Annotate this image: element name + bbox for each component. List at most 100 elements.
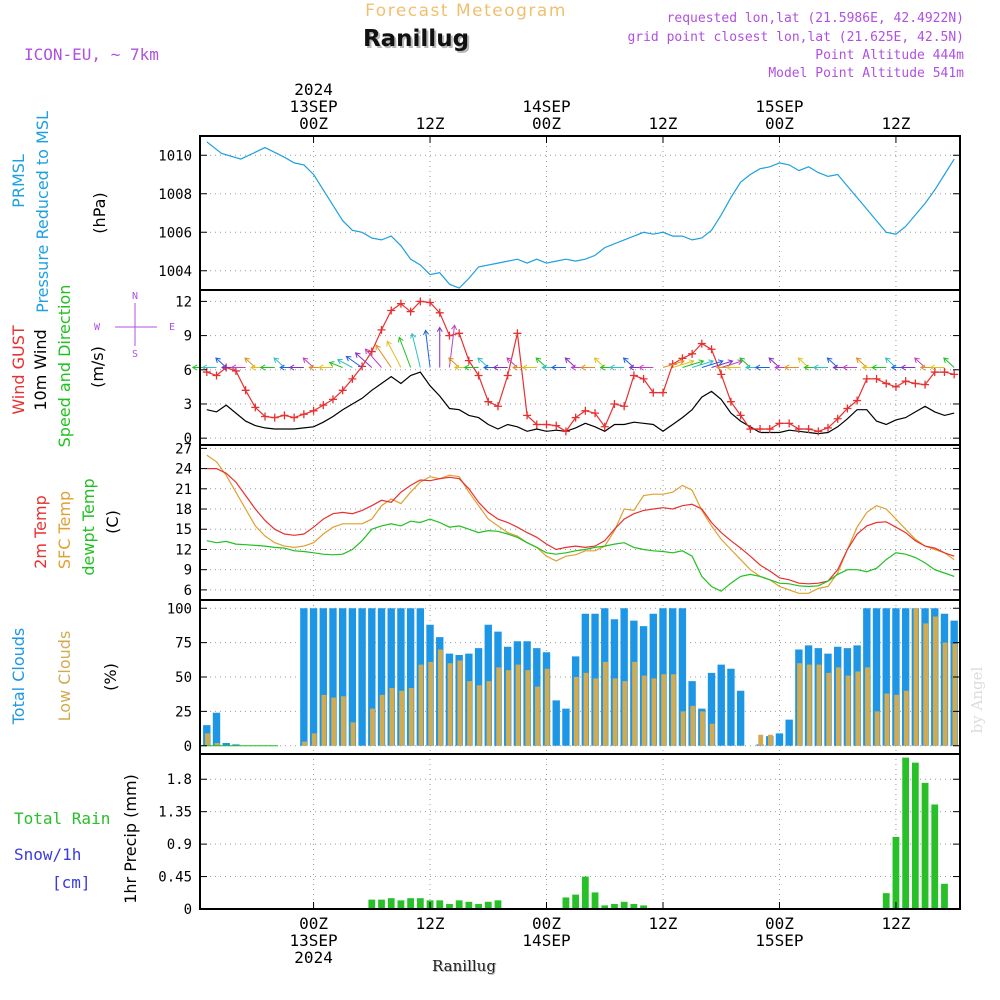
low-cloud-bar: [389, 688, 395, 746]
gust-marker: [552, 421, 561, 430]
top-time-label: 14SEP: [522, 97, 570, 116]
gust-marker: [649, 388, 658, 397]
gust-marker: [561, 427, 570, 436]
gust-marker: [445, 331, 454, 340]
wind-arrow-head: [273, 357, 280, 363]
gust-marker: [785, 419, 794, 428]
low-cloud-bar: [690, 705, 696, 746]
precip-bar: [484, 901, 492, 909]
gust-marker: [358, 362, 367, 371]
wind-arrow-head: [191, 364, 198, 371]
top-time-label: 13SEP: [289, 97, 337, 116]
top-time-label: 12Z: [649, 114, 678, 133]
gust-marker: [833, 414, 842, 423]
wind-arrow-head: [259, 364, 266, 371]
low-cloud-bar: [457, 660, 463, 746]
gust-marker: [474, 371, 483, 380]
wind-arrow-head: [477, 357, 483, 363]
low-cloud-bar: [331, 697, 337, 746]
low-cloud-bar: [797, 663, 802, 746]
wind-arrow-head: [308, 364, 314, 371]
low-cloud-bar: [758, 734, 764, 746]
gust-marker: [697, 339, 706, 348]
ytick-label-temperature: 15: [175, 522, 192, 538]
wind-arrow-head: [919, 364, 926, 371]
wind-arrow-head: [739, 357, 746, 363]
wind-arrow-head: [884, 357, 891, 363]
gust-marker: [814, 427, 823, 436]
precip-bar: [921, 782, 929, 909]
wind-direction-arrow: [943, 357, 955, 368]
gust-marker: [843, 404, 852, 413]
wind-arrow-head: [599, 364, 605, 371]
ytick-label-temperature: 18: [175, 502, 192, 518]
gust-marker: [591, 409, 600, 418]
wind-arrow-head: [336, 358, 343, 365]
wind-arrow-head: [230, 364, 237, 371]
gust-marker: [610, 399, 619, 408]
dewpt-label: dewpt Temp: [79, 478, 98, 575]
gust-marker: [406, 307, 415, 316]
wind-arrow-head: [826, 357, 833, 363]
low-cloud-bar: [302, 741, 307, 746]
wind-arrow-head: [717, 359, 724, 366]
subtitle: Forecast Meteogram: [365, 1, 567, 21]
total-cloud-bar: [775, 733, 784, 746]
gust-marker: [940, 368, 949, 377]
wind-arrow-head: [375, 344, 381, 351]
gust-marker: [930, 368, 939, 377]
data-layer: [191, 141, 960, 910]
total-cloud-bar: [785, 719, 793, 746]
wind-arrow-head: [861, 364, 868, 371]
precip-bar: [941, 883, 948, 909]
gust-marker: [600, 422, 609, 431]
precip-bar: [611, 903, 618, 909]
wind-arrow-head: [797, 357, 804, 363]
wind-direction-arrow: [329, 361, 343, 368]
low-cloud-bar: [942, 642, 948, 746]
gust-marker: [338, 386, 347, 395]
wind-arrow-head: [745, 364, 751, 371]
total-rain-label: Total Rain: [14, 809, 110, 828]
ytick-label-temperature: 12: [175, 542, 192, 558]
low-cloud-bar: [476, 685, 482, 746]
gust-marker: [251, 403, 260, 412]
wind-arrow-head: [638, 364, 644, 371]
total-cloud-bar: [892, 608, 900, 746]
gust-marker: [853, 396, 862, 405]
wind-direction-arrow: [386, 341, 402, 368]
wind-direction-arrow: [711, 360, 733, 368]
gust-marker: [455, 329, 464, 338]
ytick-label-temperature: 9: [184, 563, 192, 579]
wind-arrow-head: [929, 364, 936, 371]
total-cloud-bar: [882, 608, 890, 746]
gust-marker: [639, 374, 648, 383]
low-cloud-bar: [486, 681, 492, 746]
total-cloud-bar: [562, 708, 570, 746]
gust-marker: [464, 356, 473, 365]
low-cloud-bar: [340, 696, 346, 746]
precip-bar: [591, 892, 599, 909]
wind-arrow-head: [727, 359, 734, 366]
wind-arrow-head: [397, 336, 404, 343]
compass-e: E: [169, 322, 175, 333]
requested-coords: requested lon,lat (21.5986E, 42.4922N): [667, 11, 964, 26]
precip-bar: [378, 899, 385, 909]
gust-marker: [309, 406, 318, 415]
pressure-line: [206, 141, 955, 289]
ytick-label-precip: 0.45: [158, 870, 192, 886]
gust-marker: [882, 379, 891, 388]
precip-bar: [368, 899, 376, 909]
wind-arrow-head: [453, 364, 460, 371]
low-cloud-bar: [612, 678, 618, 746]
wind-arrow-head: [215, 357, 221, 363]
low-cloud-bar: [923, 623, 929, 746]
wind-arrow-head: [832, 364, 838, 371]
gust-marker: [328, 395, 337, 404]
wind-arrow-head: [423, 329, 430, 336]
gust-marker: [756, 425, 765, 434]
precip-bar: [620, 901, 628, 909]
ytick-label-temperature: 24: [175, 462, 192, 478]
precip-bar: [407, 898, 415, 909]
